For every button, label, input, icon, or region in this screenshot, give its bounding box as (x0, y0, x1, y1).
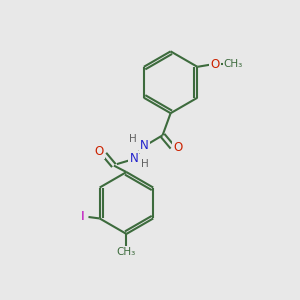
Text: H: H (141, 159, 149, 169)
Text: H: H (129, 134, 137, 145)
Text: O: O (173, 141, 182, 154)
Text: CH₃: CH₃ (117, 247, 136, 257)
Text: N: N (140, 140, 148, 152)
Text: I: I (81, 211, 85, 224)
Text: O: O (94, 146, 104, 158)
Text: CH₃: CH₃ (224, 59, 243, 70)
Text: O: O (210, 58, 220, 71)
Text: N: N (129, 152, 138, 165)
